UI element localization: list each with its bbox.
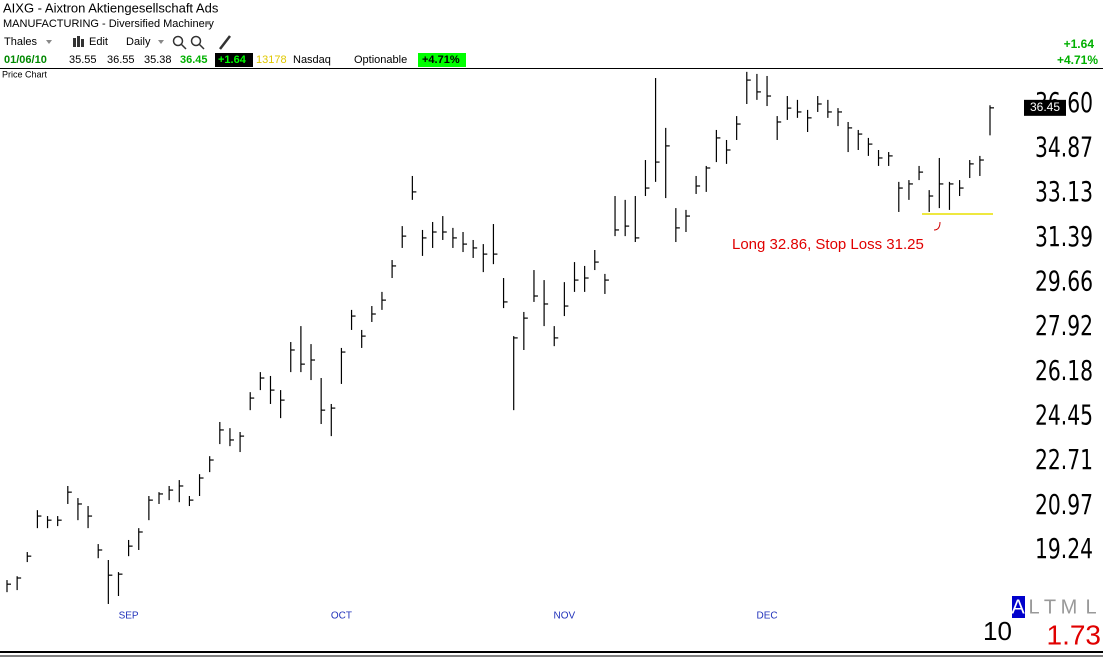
quote-close: 36.45 xyxy=(180,54,208,66)
tab-active[interactable] xyxy=(1012,596,1025,618)
pencil-icon[interactable] xyxy=(219,35,231,50)
icon-bar xyxy=(73,38,76,47)
last-price-label: 36.45 xyxy=(1030,100,1060,114)
y-tick-label: 24.45 xyxy=(1035,398,1093,431)
quote-open: 35.55 xyxy=(69,54,97,66)
x-tick-label: OCT xyxy=(331,611,352,622)
panel-label: Price Chart xyxy=(2,69,48,79)
y-tick-label: 29.66 xyxy=(1035,264,1093,297)
quote-date: 01/06/10 xyxy=(4,54,47,66)
handle xyxy=(198,43,205,50)
toolbar-edit[interactable]: Edit xyxy=(89,36,108,48)
tab[interactable]: M xyxy=(1061,596,1078,618)
indicator-period: 10 xyxy=(983,616,1012,646)
y-tick-label: 22.71 xyxy=(1035,443,1093,476)
edit-icon[interactable] xyxy=(73,36,84,47)
lens xyxy=(172,35,184,47)
change-pct-box xyxy=(418,53,466,67)
lens xyxy=(190,35,202,47)
x-tick-label: SEP xyxy=(119,611,139,622)
tab[interactable]: L xyxy=(1028,596,1039,618)
y-tick-label: 27.92 xyxy=(1035,309,1093,342)
quote-optionable: Optionable xyxy=(354,54,407,66)
quote-high: 36.55 xyxy=(107,54,135,66)
tab[interactable]: A xyxy=(1011,596,1025,618)
y-tick-label: 34.87 xyxy=(1035,130,1093,163)
icon-bar xyxy=(81,39,84,47)
y-tick-label: 19.24 xyxy=(1035,532,1093,565)
quote-change-pct: +4.71% xyxy=(422,54,460,66)
dropdown-arrow[interactable] xyxy=(46,40,52,44)
icon-bar xyxy=(77,36,80,47)
y-tick-label: 26.18 xyxy=(1035,354,1093,387)
y-tick-label: 31.39 xyxy=(1035,220,1093,253)
y-tick-label: 20.97 xyxy=(1035,488,1093,521)
last-price-box xyxy=(1024,99,1066,116)
header-change: +1.64 xyxy=(1064,37,1095,51)
change-box xyxy=(215,53,253,67)
dropdown-arrow[interactable] xyxy=(205,21,211,25)
quote-volume: 13178 xyxy=(256,54,287,66)
annotation-hook xyxy=(933,221,941,231)
toolbar-list[interactable]: Thales xyxy=(4,36,38,48)
quote-change: +1.64 xyxy=(218,54,247,66)
dropdown-arrow[interactable] xyxy=(158,40,164,44)
symbol-title: AIXG - Aixtron Aktiengesellschaft Ads xyxy=(3,0,219,15)
y-tick-label: 33.13 xyxy=(1035,175,1093,208)
industry: MANUFACTURING - Diversified Machinery xyxy=(3,18,214,30)
quote-exchange: Nasdaq xyxy=(293,54,331,66)
zoom-in[interactable] xyxy=(172,35,187,50)
annotation: Long 32.86, Stop Loss 31.25 xyxy=(732,236,924,253)
tab[interactable]: L xyxy=(1085,596,1096,618)
zoom-out[interactable] xyxy=(190,35,205,50)
quote-low: 35.38 xyxy=(144,54,172,66)
x-tick-label: NOV xyxy=(554,611,576,622)
indicator-value: 1.73 xyxy=(1047,619,1102,650)
handle xyxy=(180,43,187,50)
toolbar-period[interactable]: Daily xyxy=(126,36,151,48)
header-change-pct: +4.71% xyxy=(1057,53,1098,67)
tab[interactable]: T xyxy=(1044,596,1056,618)
x-tick-label: DEC xyxy=(756,611,777,622)
